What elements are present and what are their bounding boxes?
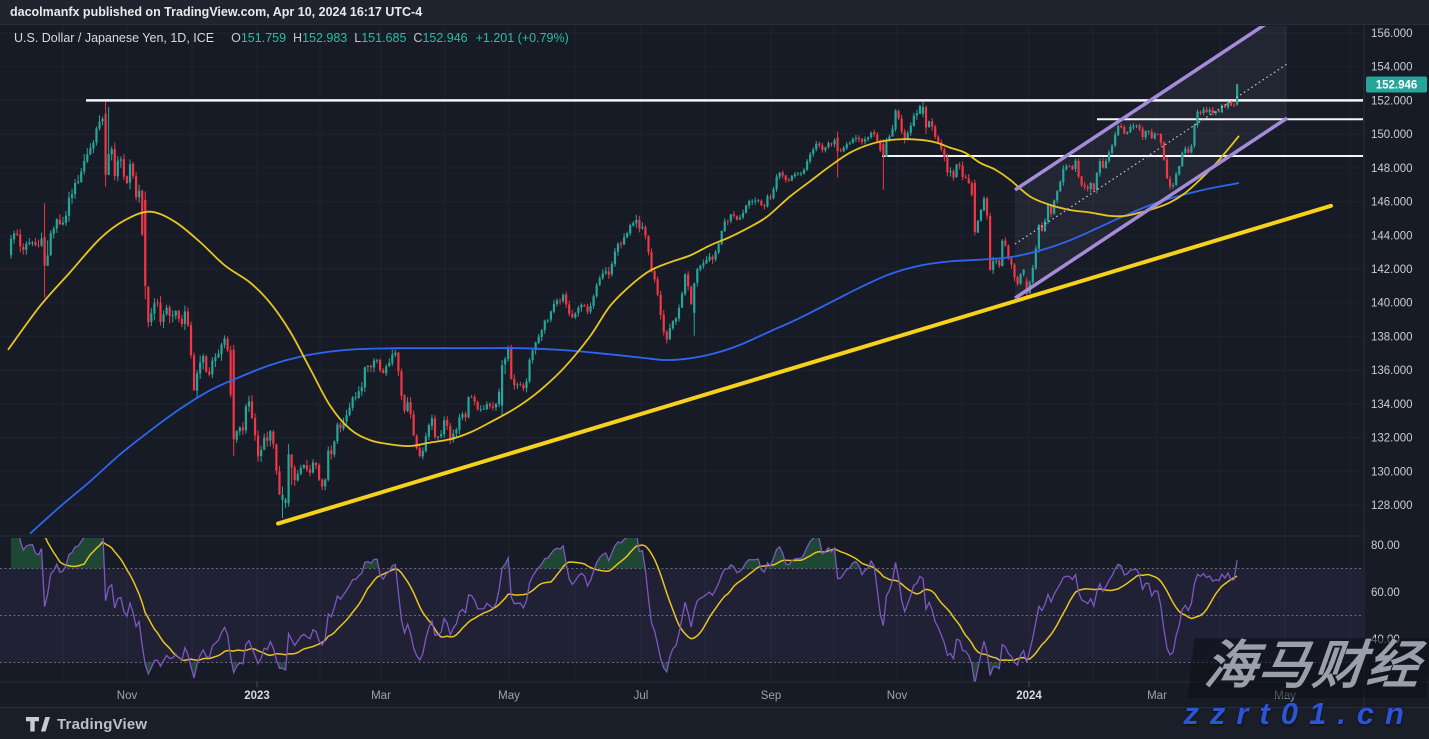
svg-text:130.000: 130.000: [1371, 466, 1413, 478]
tradingview-logo[interactable]: TradingView: [26, 716, 147, 733]
symbol-legend[interactable]: U.S. Dollar / Japanese Yen, 1D, ICE O151.…: [14, 31, 569, 45]
tradingview-logo-text: TradingView: [57, 716, 148, 733]
svg-text:146.000: 146.000: [1371, 197, 1413, 209]
svg-text:132.000: 132.000: [1371, 433, 1413, 445]
svg-text:2023: 2023: [244, 690, 270, 702]
svg-text:128.000: 128.000: [1371, 500, 1413, 512]
svg-text:2024: 2024: [1016, 690, 1042, 702]
svg-text:80.00: 80.00: [1371, 540, 1400, 552]
channel-upper-line: [1014, 26, 1266, 192]
channel-mid-line: [1014, 63, 1288, 245]
svg-text:154.000: 154.000: [1371, 62, 1413, 74]
close-label: C: [413, 31, 423, 45]
svg-text:156.000: 156.000: [1371, 28, 1413, 40]
svg-text:140.000: 140.000: [1371, 298, 1413, 310]
svg-text:138.000: 138.000: [1371, 331, 1413, 343]
svg-text:Sep: Sep: [761, 690, 781, 702]
low-value: 151.685: [361, 31, 407, 45]
open-value: 151.759: [240, 31, 287, 45]
publisher-bar: dacolmanfx published on TradingView.com,…: [0, 0, 1429, 25]
svg-text:Nov: Nov: [117, 690, 138, 702]
svg-text:Nov: Nov: [887, 690, 908, 702]
svg-text:142.000: 142.000: [1371, 264, 1413, 276]
svg-text:150.000: 150.000: [1371, 129, 1413, 141]
svg-text:152.000: 152.000: [1371, 95, 1413, 107]
svg-text:Jul: Jul: [634, 690, 649, 702]
svg-text:152.946: 152.946: [1376, 79, 1418, 91]
close-value: 152.946: [422, 31, 468, 45]
high-value: 152.983: [302, 31, 348, 45]
high-label: H: [293, 31, 303, 45]
candle-wicks-up: [10, 83, 1238, 519]
footer-bar: TradingView: [0, 707, 1429, 739]
svg-text:144.000: 144.000: [1371, 230, 1413, 242]
rsi-line: [19, 538, 1238, 682]
price-axis[interactable]: 156.000 154.000 152.000 150.000 148.000 146.0…: [1363, 25, 1413, 707]
publisher-text: dacolmanfx published on TradingView.com,…: [10, 5, 423, 19]
svg-text:Mar: Mar: [371, 690, 391, 702]
open-label: O: [231, 31, 241, 45]
svg-text:Mar: Mar: [1147, 690, 1167, 702]
trendline: [276, 203, 1333, 526]
channel-fill: [1015, 26, 1287, 299]
change-value: +1.201 (+0.79%): [475, 31, 569, 45]
rsi-ma-line: [44, 538, 1238, 662]
svg-text:134.000: 134.000: [1371, 399, 1413, 411]
svg-text:136.000: 136.000: [1371, 365, 1413, 377]
channel-lower-line: [1014, 116, 1288, 300]
svg-text:148.000: 148.000: [1371, 163, 1413, 175]
candle-wicks-down: [16, 100, 1235, 496]
low-label: L: [354, 31, 362, 45]
main-pane[interactable]: [7, 10, 1363, 535]
rsi-pane[interactable]: [0, 500, 1363, 684]
candle-bodies-down: [16, 101, 1236, 495]
last-price-badge: 152.946: [1366, 76, 1427, 93]
time-axis[interactable]: Nov 2023 Mar May Jul Sep Nov 2024 Mar May: [117, 682, 1296, 702]
symbol-title: U.S. Dollar / Japanese Yen, 1D, ICE: [14, 31, 215, 45]
svg-text:May: May: [1274, 690, 1296, 702]
candle-bodies-up: [9, 84, 1239, 504]
svg-text:40.00: 40.00: [1371, 634, 1400, 646]
rsi-overbought-fill: [11, 538, 1238, 569]
ma-50-line: [7, 135, 1240, 447]
svg-text:60.00: 60.00: [1371, 587, 1400, 599]
tradingview-logo-icon: [26, 717, 50, 732]
ma-200-line: [29, 182, 1240, 535]
svg-text:May: May: [498, 690, 520, 702]
